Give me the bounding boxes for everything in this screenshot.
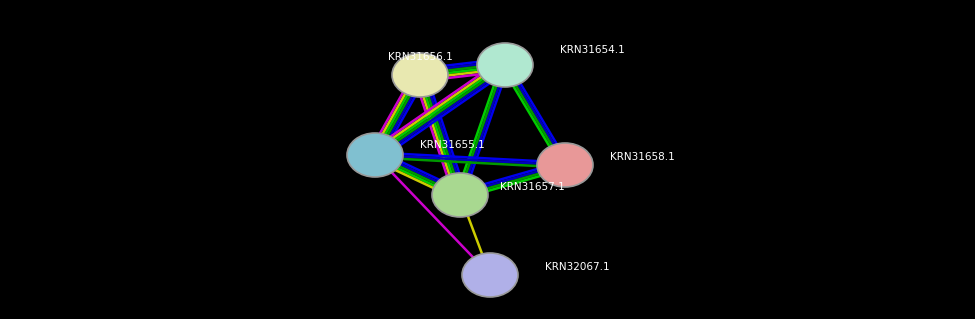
Ellipse shape [537,143,593,187]
Ellipse shape [462,253,518,297]
Text: KRN31654.1: KRN31654.1 [560,45,625,55]
Text: KRN31655.1: KRN31655.1 [420,140,485,150]
Ellipse shape [347,133,403,177]
Text: KRN31658.1: KRN31658.1 [610,152,675,162]
Text: KRN31657.1: KRN31657.1 [500,182,565,192]
Ellipse shape [392,53,448,97]
Text: KRN31656.1: KRN31656.1 [388,52,452,62]
Text: KRN32067.1: KRN32067.1 [545,262,609,272]
Ellipse shape [477,43,533,87]
Ellipse shape [432,173,488,217]
